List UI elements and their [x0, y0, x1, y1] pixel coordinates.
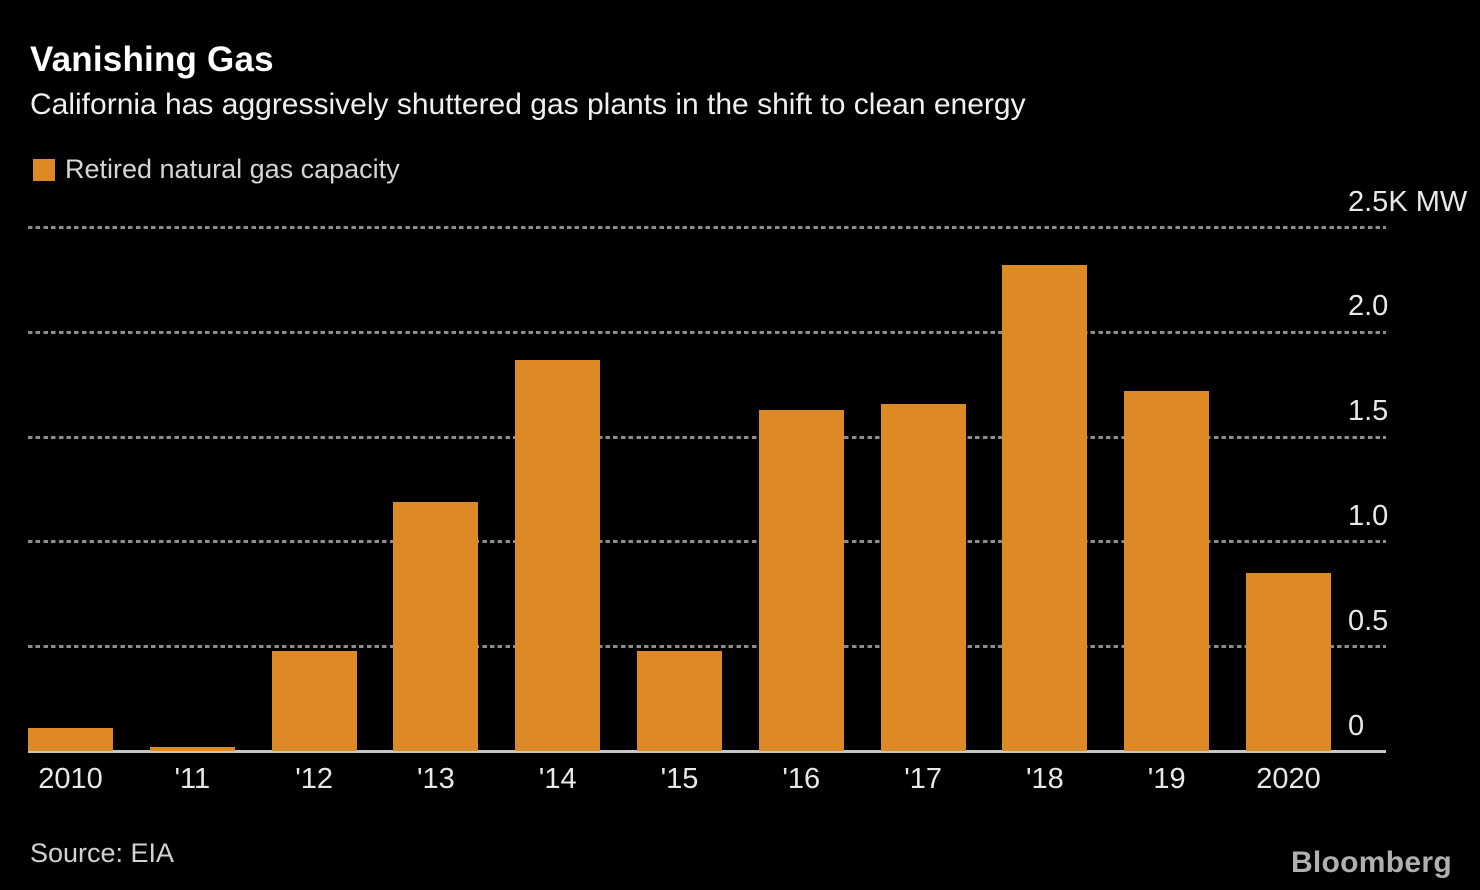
gridline	[28, 435, 1386, 439]
source-credit: Source: EIA	[30, 838, 175, 868]
x-tick-label: '13	[416, 763, 455, 795]
x-tick-label: '11	[174, 763, 211, 795]
bar-11	[149, 747, 235, 752]
bar-19	[1124, 390, 1210, 752]
page-title: Vanishing Gas	[30, 40, 274, 79]
bar-12	[271, 650, 357, 752]
x-tick-label: '19	[1147, 763, 1186, 795]
x-axis-baseline	[28, 750, 1386, 753]
y-tick-label: 2.0	[1348, 290, 1389, 323]
y-tick-label: 0.5	[1348, 604, 1389, 637]
x-tick-label: '16	[782, 763, 821, 795]
gridline	[28, 645, 1386, 649]
gridline	[28, 226, 1386, 229]
gridline	[28, 330, 1386, 334]
chart-subtitle: California has aggressively shuttered ga…	[30, 88, 1026, 121]
x-tick-label: '12	[295, 763, 333, 795]
bar-2010	[28, 728, 113, 752]
bar-15	[637, 650, 722, 752]
x-tick-label: '17	[904, 763, 942, 795]
bar-2020	[1246, 573, 1331, 752]
y-tick-label: 2.5K MW	[1348, 185, 1468, 218]
gridline	[28, 540, 1386, 544]
legend-swatch-icon	[33, 158, 55, 181]
y-tick-label: 0	[1348, 709, 1365, 742]
bar-18	[1002, 265, 1088, 752]
bar-16	[758, 409, 844, 752]
y-tick-label: 1.5	[1348, 395, 1389, 428]
bloomberg-logo: Bloomberg	[1290, 846, 1452, 879]
x-tick-label: '15	[660, 763, 699, 795]
x-tick-label: 2020	[1256, 763, 1321, 795]
x-tick-label: '18	[1025, 763, 1064, 795]
x-tick-label: '14	[538, 763, 577, 795]
bar-14	[515, 359, 601, 752]
legend-label: Retired natural gas capacity	[65, 154, 400, 184]
legend: Retired natural gas capacity	[33, 154, 400, 185]
bar-13	[393, 502, 479, 752]
y-tick-label: 1.0	[1348, 499, 1389, 532]
bar-17	[880, 403, 966, 752]
x-tick-label: 2010	[38, 763, 103, 795]
